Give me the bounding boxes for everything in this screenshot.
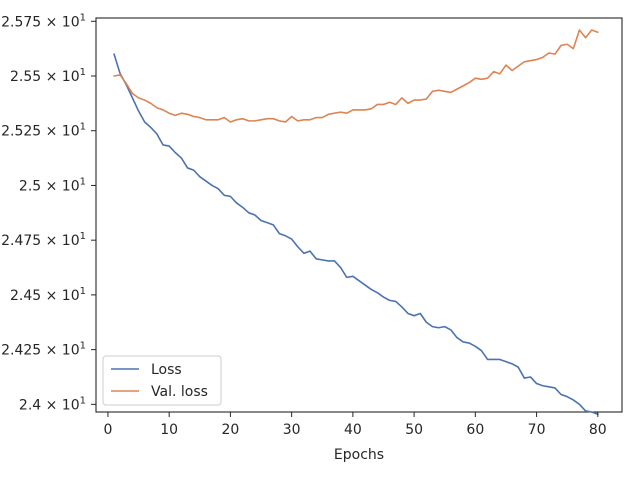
y-tick-label: 2.4 × 101 bbox=[19, 395, 86, 413]
x-axis: 0 10 20 30 40 50 60 70 80 bbox=[103, 412, 607, 438]
plot-area bbox=[95, 17, 623, 413]
x-tick-label: 70 bbox=[528, 422, 546, 438]
x-tick-label: 10 bbox=[160, 422, 178, 438]
y-tick-label: 2.475 × 101 bbox=[1, 231, 86, 249]
y-axis: 2.4 × 101 2.425 × 101 2.45 × 101 2.475 × 10… bbox=[1, 12, 96, 413]
x-tick-label: 80 bbox=[589, 422, 607, 438]
x-tick-label: 0 bbox=[103, 422, 112, 438]
x-tick-label: 20 bbox=[221, 422, 239, 438]
y-tick-label: 2.45 × 101 bbox=[10, 286, 86, 304]
legend-label: Val. loss bbox=[151, 384, 208, 400]
series-line-val-loss bbox=[113, 29, 599, 123]
series-layer bbox=[113, 29, 599, 415]
y-tick-label: 2.575 × 101 bbox=[1, 12, 86, 30]
x-axis-title: Epochs bbox=[334, 447, 384, 463]
plot-frame bbox=[95, 17, 623, 413]
legend-label: Loss bbox=[151, 362, 182, 378]
legend: Loss Val. loss bbox=[102, 355, 222, 406]
y-tick-label: 2.425 × 101 bbox=[1, 341, 86, 359]
y-tick-label: 2.55 × 101 bbox=[10, 67, 86, 85]
series-line-loss bbox=[113, 53, 599, 415]
x-tick-label: 60 bbox=[466, 422, 484, 438]
y-tick-label: 2.525 × 101 bbox=[1, 122, 86, 140]
y-tick-label: 2.5 × 101 bbox=[19, 176, 86, 194]
x-tick-label: 40 bbox=[344, 422, 362, 438]
x-tick-label: 50 bbox=[405, 422, 423, 438]
x-tick-label: 30 bbox=[283, 422, 301, 438]
